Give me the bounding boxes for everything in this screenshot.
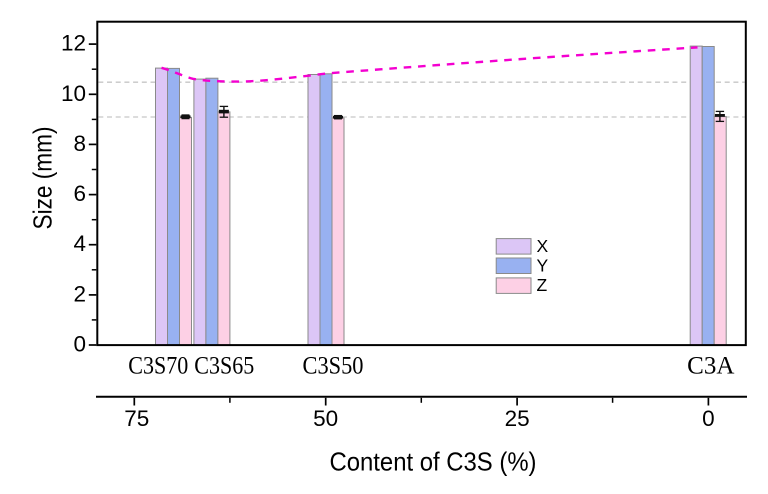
svg-text:0: 0: [702, 406, 715, 431]
svg-text:6: 6: [73, 181, 86, 206]
svg-text:2: 2: [73, 281, 86, 306]
svg-text:10: 10: [61, 81, 86, 106]
svg-text:12: 12: [61, 31, 86, 56]
svg-text:8: 8: [73, 131, 86, 156]
svg-text:X: X: [537, 236, 549, 256]
svg-text:25: 25: [505, 406, 530, 431]
svg-text:0: 0: [73, 332, 86, 357]
svg-text:Size (mm): Size (mm): [28, 127, 58, 230]
svg-text:Z: Z: [537, 275, 548, 295]
svg-text:Content of C3S (%): Content of C3S (%): [330, 447, 537, 477]
svg-text:Y: Y: [537, 255, 549, 275]
svg-text:C3S50: C3S50: [303, 353, 364, 380]
svg-text:50: 50: [313, 406, 338, 431]
svg-text:75: 75: [124, 406, 149, 431]
svg-text:C3S70: C3S70: [128, 353, 188, 380]
svg-text:4: 4: [73, 231, 86, 256]
svg-text:C3A: C3A: [687, 353, 734, 380]
svg-text:C3S65: C3S65: [194, 353, 254, 380]
